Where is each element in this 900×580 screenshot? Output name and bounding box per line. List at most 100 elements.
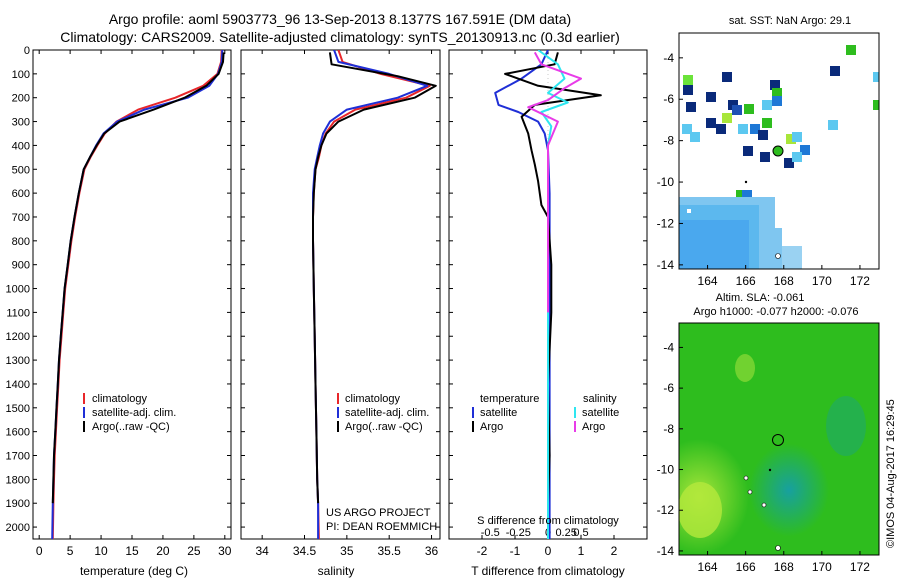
sla-islands (743, 468, 781, 551)
sst-cell (722, 113, 732, 123)
y-tick-label: 1300 (6, 355, 30, 367)
sst-map-axes: 164 166 168 170 172 -4 -6 -8 -10 -12 -14 (657, 51, 871, 288)
s-tick-label: -0.25 (506, 527, 531, 539)
y-tick-label: 1800 (6, 474, 30, 486)
sst-cell (683, 85, 693, 95)
sst-cell (743, 146, 753, 156)
map-y-tick-label: -4 (663, 51, 674, 65)
sst-cell (738, 124, 748, 134)
sst-float-marker (772, 145, 784, 157)
map-y-tick-label: -10 (657, 463, 675, 477)
sla-island (747, 489, 753, 495)
sla-map-frame (678, 322, 880, 556)
sla-map-shading (679, 323, 879, 555)
map-x-tick-label: 170 (812, 274, 832, 288)
series-argo-raw-qc- (51, 52, 225, 504)
legend-label-climatology: climatology (345, 393, 401, 405)
y-tick-label: 2000 (6, 522, 30, 534)
y-tick-label: 200 (12, 93, 30, 105)
difference-lines (494, 50, 602, 539)
series-temperature-argo (504, 52, 602, 504)
project-credit-line2: PI: DEAN ROEMMICH (326, 521, 437, 533)
sla-map-title: Altim. SLA: -0.061 (716, 292, 805, 304)
salinity-panel-frame (240, 49, 441, 540)
sst-map-cells (679, 45, 879, 269)
sst-cell (683, 75, 693, 85)
x-tick-label: 5 (67, 544, 74, 558)
legend-label-s-argo: Argo (582, 421, 605, 433)
sst-cell (772, 88, 782, 98)
legend-label-t-argo: Argo (480, 421, 503, 433)
series-argo-raw-qc- (312, 52, 437, 504)
sst-cell (706, 92, 716, 102)
x-tick-label: 15 (125, 544, 139, 558)
sst-cell (792, 132, 802, 142)
map-x-tick-label: 168 (774, 560, 794, 574)
salinity-lines (312, 50, 437, 539)
sst-cell (800, 145, 810, 155)
salinity-legend: climatology satellite-adj. clim. Argo(..… (337, 393, 429, 433)
x-tick-label: 1 (578, 544, 585, 558)
y-tick-label: 1900 (6, 498, 30, 510)
sst-cell (706, 118, 716, 128)
x-tick-label: 35 (340, 544, 354, 558)
sst-cell (732, 105, 742, 115)
sst-region (782, 246, 802, 269)
project-credit-line1: US ARGO PROJECT (326, 507, 431, 519)
sst-cell (736, 190, 746, 200)
sst-cell (792, 152, 802, 162)
map-x-tick-label: 164 (698, 560, 718, 574)
difference-axes: -2 -1 0 1 2-0.5 -0.25 0 0.250.5 (449, 49, 647, 558)
legend-heading-temperature: temperature (480, 393, 539, 405)
legend-label-argo: Argo(..raw -QC) (345, 421, 423, 433)
sst-cell (828, 120, 838, 130)
sla-island (775, 545, 781, 551)
sst-cell (722, 72, 732, 82)
y-tick-label: 1100 (6, 307, 30, 319)
map-x-tick-label: 164 (698, 274, 718, 288)
figure-title-line2: Climatology: CARS2009. Satellite-adjuste… (60, 29, 620, 45)
x-tick-label: 20 (156, 544, 170, 558)
sla-island (761, 502, 767, 508)
x-tick-label: 36 (425, 544, 439, 558)
sst-cell (758, 130, 768, 140)
sst-cell (762, 118, 772, 128)
sla-blob-east (826, 396, 866, 456)
sst-cell (690, 132, 700, 142)
y-tick-label: 1000 (6, 284, 30, 296)
y-tick-label: 500 (12, 164, 30, 176)
sst-cell (873, 72, 879, 82)
sst-cell (682, 124, 692, 134)
temperature-xlabel: temperature (deg C) (80, 564, 188, 578)
salinity-xlabel: salinity (318, 564, 355, 578)
map-x-tick-label: 166 (736, 274, 756, 288)
sla-blob-north (735, 354, 755, 382)
y-tick-label: 800 (12, 236, 30, 248)
s-tick-label: -0.5 (481, 527, 500, 539)
x-tick-label: 25 (187, 544, 201, 558)
y-tick-label: 700 (12, 212, 30, 224)
legend-label-t-satellite: satellite (480, 407, 517, 419)
map-y-tick-label: -8 (663, 134, 674, 148)
sst-cell (770, 80, 780, 90)
s-tick-label: 0.25 (555, 527, 576, 539)
x-tick-label: 34 (255, 544, 269, 558)
sst-cell (846, 45, 856, 55)
temperature-axes: 0 5 10 15 20 25 300100200300400500600700800900… (6, 45, 232, 558)
map-y-tick-label: -8 (663, 422, 674, 436)
legend-label-satellite: satellite-adj. clim. (345, 407, 429, 419)
sst-island (775, 253, 781, 259)
map-y-tick-label: -14 (657, 544, 675, 558)
legend-label-s-satellite: satellite (582, 407, 619, 419)
map-y-tick-label: -6 (663, 92, 674, 106)
y-tick-label: 900 (12, 260, 30, 272)
y-tick-label: 1500 (6, 403, 30, 415)
sla-blob-west (679, 482, 722, 538)
sst-region (760, 228, 782, 269)
legend-heading-salinity: salinity (583, 393, 617, 405)
sla-float-marker (772, 434, 784, 446)
y-tick-label: 1400 (6, 379, 30, 391)
y-tick-label: 300 (12, 117, 30, 129)
y-tick-label: 1200 (6, 331, 30, 343)
